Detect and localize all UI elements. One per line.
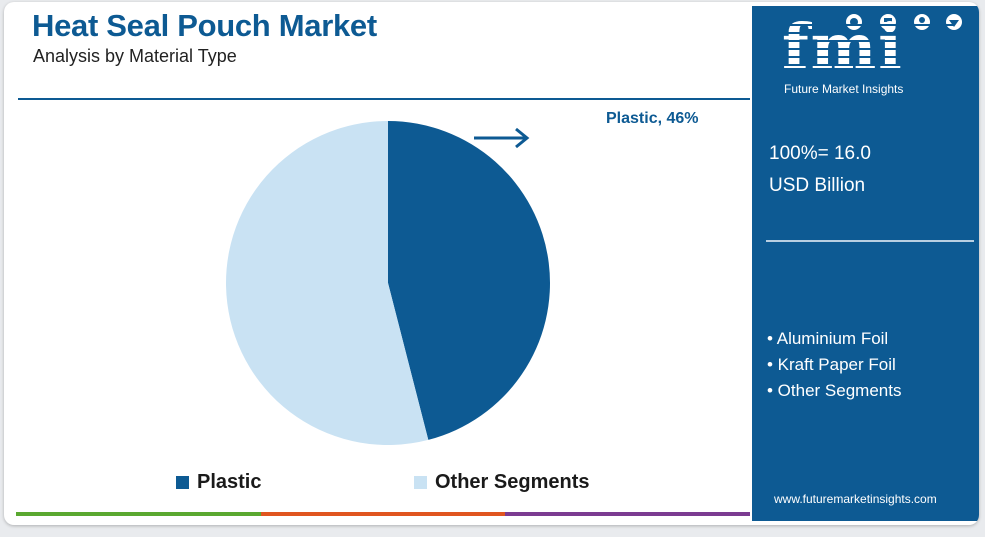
summary-panel: fmi Future Market Insights 100%= 16.0 US… <box>752 6 979 521</box>
pie-slice-other-segments <box>226 121 429 445</box>
legend-item-plastic: Plastic <box>176 471 261 494</box>
arrow-icon <box>474 127 530 149</box>
chart-title: Heat Seal Pouch Market <box>32 8 377 43</box>
color-strip <box>16 512 751 516</box>
slice-annotation-plastic: Plastic, 46% <box>606 110 699 127</box>
pie-slice-plastic <box>388 121 551 440</box>
title-divider <box>18 98 750 100</box>
market-total: 100%= 16.0 USD Billion <box>769 138 871 202</box>
legend-swatch <box>414 476 427 489</box>
website-link[interactable]: www.futuremarketinsights.com <box>774 492 937 506</box>
legend-label: Other Segments <box>435 471 590 493</box>
list-item: • Other Segments <box>767 381 902 400</box>
legend-swatch <box>176 476 189 489</box>
brand-name: Future Market Insights <box>784 82 904 96</box>
strip-orange <box>260 512 506 516</box>
legend-label: Plastic <box>197 471 262 493</box>
market-total-value: 100%= 16.0 <box>769 143 871 164</box>
strip-green <box>16 512 261 516</box>
infographic-card: Heat Seal Pouch Market Analysis by Mater… <box>4 2 979 525</box>
brand-logo: fmi <box>782 10 904 83</box>
panel-divider <box>766 240 974 242</box>
chart-subtitle: Analysis by Material Type <box>33 46 237 66</box>
other-segments-list: • Aluminium Foil • Kraft Paper Foil • Ot… <box>767 326 901 404</box>
list-item: • Kraft Paper Foil <box>767 355 896 374</box>
legend-item-other-segments: Other Segments <box>414 471 589 494</box>
list-item: • Aluminium Foil <box>767 329 889 348</box>
pie-chart <box>226 121 551 445</box>
strip-purple <box>505 512 751 516</box>
market-total-unit: USD Billion <box>769 175 866 196</box>
